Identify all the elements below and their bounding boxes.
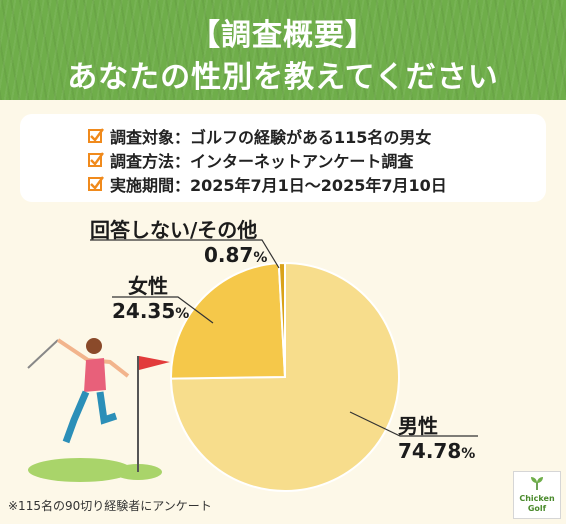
survey-period-row: 実施期間：2025年7月1日〜2025年7月10日 [88,172,447,196]
leader-line-female [112,296,214,324]
page-title: 【調査概要】 [190,18,376,53]
golf-club-icon [27,339,59,369]
slice-name-female: 女性 [128,274,168,298]
slice-label-female: 女性 24.35% [112,270,189,323]
percent-sign: % [461,446,476,462]
golfer-head-icon [86,338,102,354]
percent-sign: % [175,306,190,322]
checkbox-icon [88,176,104,191]
logo-text-line1: Chicken [519,494,555,503]
golfer-body-shape [84,358,106,392]
survey-method-row: 調査方法：インターネットアンケート調査 [88,148,413,172]
pie-slice-male [169,261,400,492]
sprout-icon [531,477,543,490]
golfer-illustration [27,338,170,482]
checkbox-icon [88,152,104,167]
slice-value-male: 74.78 [398,439,462,463]
logo-text-line2: Golf [527,504,547,513]
checkbox-icon [88,128,104,143]
footnote: ※115名の90切り経験者にアンケート [8,499,212,513]
chicken-golf-logo: Chicken Golf [513,471,561,519]
pie-slice-female [170,262,287,380]
slice-value-female: 24.35 [112,299,176,323]
slice-label-male: 男性 74.78% [398,410,475,463]
slice-label-other: 回答しない/その他 0.87% [90,214,267,267]
leader-line-other [90,239,280,269]
flag-icon [139,356,170,370]
header-banner: 【調査概要】 あなたの性別を教えてください [0,0,566,100]
slice-name-other: 回答しない/その他 [90,218,258,242]
survey-target-text: 調査対象：ゴルフの経験がある115名の男女 [110,128,432,147]
survey-method-text: 調査方法：インターネットアンケート調査 [110,152,414,171]
page-question: あなたの性別を教えてください [67,60,499,95]
survey-period-text: 実施期間：2025年7月1日〜2025年7月10日 [110,176,447,195]
slice-name-male: 男性 [398,414,438,438]
percent-sign: % [253,250,268,266]
survey-info-box [20,114,546,202]
golfer-leg-shape [96,391,118,425]
green-patch-shape [28,458,132,482]
golfer-leg-shape [62,390,90,444]
slice-value-other: 0.87 [204,243,254,267]
leader-line-male [349,411,478,437]
survey-target-row: 調査対象：ゴルフの経験がある115名の男女 [88,124,431,148]
pie-slice-other [277,261,286,378]
